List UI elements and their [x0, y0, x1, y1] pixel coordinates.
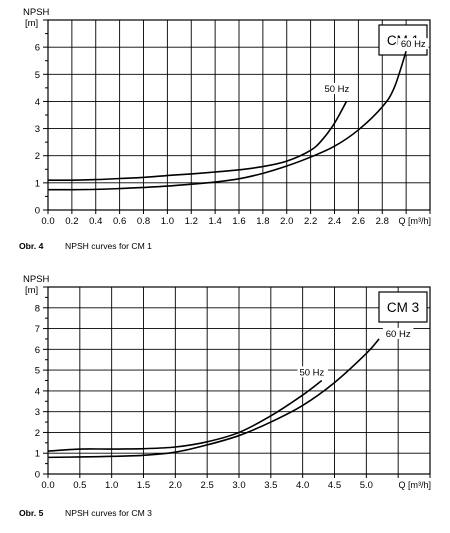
x-tick-label: 2.2 [304, 216, 317, 227]
x-tick-label: 2.6 [352, 216, 365, 227]
y-tick-label: 3 [35, 124, 40, 135]
cm3-npsh-chart: 0 1 2 3 4 5 6 7 8 0.0 0.5 1.0 1.5 2.0 2.5 3.0 3.5 4.0 4.5 5… [23, 274, 431, 491]
grid [48, 287, 430, 474]
x-tick-label: 0.4 [89, 216, 102, 227]
series-label: 50 Hz [324, 84, 349, 95]
x-tick-label: 0.5 [73, 480, 86, 491]
x-axis-label: Q [m³/h] [398, 216, 431, 226]
series-label: 60 Hz [401, 39, 426, 50]
y-tick-label: 8 [35, 303, 40, 314]
x-tick-label: 3.5 [264, 480, 277, 491]
x-tick-label: 0.6 [113, 216, 126, 227]
y-axis-unit: [m] [25, 18, 38, 29]
y-tick-label: 5 [35, 70, 40, 81]
x-tick-label: 4.0 [296, 480, 309, 491]
y-tick-label: 2 [35, 151, 40, 162]
y-tick-label: 6 [35, 345, 40, 356]
x-tick-label: 3.0 [232, 480, 245, 491]
x-tick-label: 1.0 [105, 480, 118, 491]
x-tick-label: 1.6 [232, 216, 245, 227]
y-tick-label: 0 [35, 470, 40, 481]
y-tick-label: 4 [35, 97, 40, 108]
x-tick-label: 4.5 [328, 480, 341, 491]
series-label-bg [297, 366, 328, 378]
x-tick-label: 2.5 [201, 480, 214, 491]
model-box [378, 291, 428, 323]
y-tick-label: 3 [35, 407, 40, 418]
x-tick-label: 1.8 [256, 216, 269, 227]
y-axis-label: NPSH [23, 7, 50, 18]
series-label-bg [398, 38, 429, 50]
series-label-bg [382, 327, 414, 339]
series-label: 60 Hz [386, 329, 411, 340]
y-tick-label: 1 [35, 449, 40, 460]
y-axis-unit: [m] [25, 285, 38, 296]
x-tick-label: 1.0 [161, 216, 174, 227]
series-label-bg [321, 82, 353, 94]
y-tick-label: 7 [35, 324, 40, 335]
x-tick-label: 2.0 [280, 216, 293, 227]
series-line-50hz [47, 379, 323, 452]
caption-number: Obr. 4 [19, 241, 44, 251]
x-tick-label: 2.4 [328, 216, 341, 227]
series-line-50hz [47, 101, 348, 181]
caption-text: NPSH curves for CM 3 [65, 508, 152, 518]
x-tick-label: 1.5 [137, 480, 150, 491]
x-tick-label: 0.8 [137, 216, 150, 227]
y-tick-label: 1 [35, 178, 40, 189]
y-tick-label: 2 [35, 428, 40, 439]
figure-caption-cm3: Obr. 5 NPSH curves for CM 3 [19, 508, 152, 518]
x-tick-label: 0.2 [65, 216, 78, 227]
y-tick-label: 6 [35, 43, 40, 54]
model-box-label: CM 3 [387, 300, 419, 315]
figure-caption-cm1: Obr. 4 NPSH curves for CM 1 [19, 241, 152, 251]
x-tick-label: 2.0 [169, 480, 182, 491]
y-tick-label: 4 [35, 386, 40, 397]
series-line-60hz [47, 338, 380, 459]
grid [48, 20, 430, 210]
cm1-npsh-chart: 0 1 2 3 4 5 6 0.0 0.2 0.4 0.6 0.8 1.0 1.2 1.4 1.6 1.8 2.0… [23, 7, 431, 227]
series-label: 50 Hz [299, 367, 324, 378]
x-tick-label: 2.8 [376, 216, 389, 227]
x-tick-label: 0.0 [41, 216, 54, 227]
x-axis-label: Q [m³/h] [398, 480, 431, 490]
x-tick-label: 1.4 [209, 216, 222, 227]
x-tick-label: 1.2 [185, 216, 198, 227]
x-tick-label: 5.0 [360, 480, 373, 491]
series-line-60hz [47, 50, 407, 191]
y-axis-label: NPSH [23, 274, 50, 285]
x-tick-label: 0.0 [41, 480, 54, 491]
y-tick-label: 0 [35, 206, 40, 217]
y-tick-label: 5 [35, 366, 40, 377]
caption-number: Obr. 5 [19, 508, 44, 518]
caption-text: NPSH curves for CM 1 [65, 241, 152, 251]
